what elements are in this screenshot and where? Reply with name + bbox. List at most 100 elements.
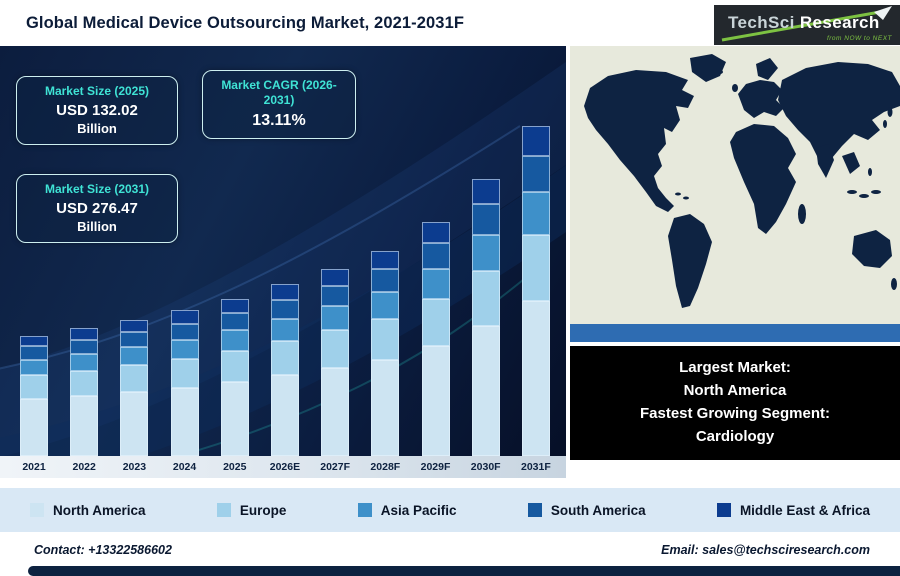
email-text: Email: sales@techsciresearch.com bbox=[661, 543, 870, 557]
bar-segment-south-america bbox=[20, 346, 48, 360]
bar-segment-asia-pacific bbox=[20, 359, 48, 376]
info-box-market-cagr: Market CAGR (2026-2031) 13.11% bbox=[202, 70, 356, 139]
logo-brand-primary: TechSci bbox=[728, 12, 795, 32]
bar-segment-asia-pacific bbox=[371, 291, 400, 319]
bar-segment-middle-east-africa bbox=[471, 179, 500, 205]
info-box-unit: Billion bbox=[77, 219, 117, 234]
legend-label: Middle East & Africa bbox=[739, 502, 870, 518]
bar-segment-north-america bbox=[321, 367, 350, 456]
bar-segment-asia-pacific bbox=[70, 353, 99, 371]
island-iceland bbox=[717, 70, 723, 74]
largest-market-label: Largest Market: bbox=[679, 359, 791, 376]
bar-segment-south-america bbox=[220, 312, 249, 330]
island-philippines bbox=[868, 168, 872, 176]
continent-africa bbox=[730, 124, 796, 234]
bar-segment-south-america bbox=[421, 243, 450, 269]
bar-column: 2031F bbox=[521, 126, 551, 478]
x-axis-label: 2025 bbox=[223, 461, 247, 473]
legend-row: North America Europe Asia Pacific South Ame… bbox=[0, 478, 900, 532]
bar-segment-south-america bbox=[371, 269, 400, 292]
island-uk bbox=[732, 84, 738, 92]
bar-segment-middle-east-africa bbox=[270, 284, 299, 300]
right-panel: Largest Market: North America Fastest Gr… bbox=[570, 46, 900, 478]
region-southeast-asia bbox=[842, 152, 860, 174]
bar-segment-south-america bbox=[170, 323, 199, 340]
bar-segment-middle-east-africa bbox=[70, 328, 99, 340]
bar-segment-asia-pacific bbox=[471, 234, 500, 271]
x-axis-label: 2022 bbox=[72, 461, 96, 473]
bar-segment-europe bbox=[120, 364, 149, 392]
legend-label: South America bbox=[550, 502, 646, 518]
x-axis-label: 2031F bbox=[520, 461, 551, 473]
bar-segment-south-america bbox=[521, 155, 550, 193]
island-indonesia bbox=[859, 194, 869, 198]
bar-column: 2026E bbox=[270, 284, 300, 478]
main-content: Market Size (2025) USD 132.02 Billion Ma… bbox=[0, 46, 900, 478]
island-indonesia bbox=[871, 190, 881, 194]
x-axis-label: 2021 bbox=[22, 461, 46, 473]
legend-swatch bbox=[216, 503, 231, 517]
bar-column: 2024 bbox=[170, 310, 199, 478]
bar-segment-north-america bbox=[471, 325, 500, 456]
bar-segment-europe bbox=[421, 299, 450, 347]
island-japan bbox=[887, 107, 893, 117]
x-axis-label: 2029F bbox=[420, 461, 451, 473]
island-indonesia bbox=[847, 190, 857, 194]
bar-segment-europe bbox=[20, 375, 48, 400]
info-box-value: USD 276.47 bbox=[56, 200, 138, 217]
bar-segment-north-america bbox=[70, 396, 99, 456]
bar-segment-north-america bbox=[421, 346, 450, 456]
fastest-segment-value: Cardiology bbox=[695, 428, 775, 445]
continent-north-america bbox=[584, 70, 694, 212]
continent-australia bbox=[852, 230, 892, 268]
bar-segment-europe bbox=[371, 318, 400, 360]
header: Global Medical Device Outsourcing Market… bbox=[0, 0, 900, 46]
info-box-label: Market CAGR (2026-2031) bbox=[221, 78, 337, 107]
bar-column: 2029F bbox=[421, 222, 450, 478]
bar-segment-europe bbox=[220, 350, 249, 382]
bar-segment-middle-east-africa bbox=[20, 335, 48, 347]
contact-text: Contact: +13322586602 bbox=[34, 543, 172, 557]
bar-segment-north-america bbox=[170, 387, 199, 456]
info-box-market-size-2025: Market Size (2025) USD 132.02 Billion bbox=[16, 76, 178, 145]
x-axis-label: 2026E bbox=[269, 461, 301, 473]
highlight-box: Largest Market: North America Fastest Gr… bbox=[570, 346, 900, 460]
island-caribbean bbox=[675, 192, 681, 196]
bar-segment-middle-east-africa bbox=[170, 310, 199, 324]
logo-arrow-icon bbox=[721, 5, 892, 41]
info-box-label: Market Size (2031) bbox=[44, 182, 150, 196]
bar-segment-europe bbox=[70, 370, 99, 396]
legend-item: Middle East & Africa bbox=[716, 502, 870, 518]
map-container bbox=[570, 46, 900, 342]
bar-segment-europe bbox=[521, 234, 550, 301]
fastest-segment-label: Fastest Growing Segment: bbox=[639, 405, 831, 422]
bar-segment-europe bbox=[270, 340, 299, 376]
region-scandinavia bbox=[756, 58, 778, 80]
x-axis-label: 2027F bbox=[320, 461, 351, 473]
bar-column: 2021 bbox=[20, 335, 48, 478]
island-madagascar bbox=[798, 204, 806, 224]
bar-column: 2023 bbox=[120, 319, 149, 478]
logo-brand-text: TechSci Research bbox=[728, 13, 880, 33]
legend-label: Europe bbox=[239, 502, 287, 518]
island-new-zealand bbox=[891, 278, 897, 290]
stacked-bar bbox=[220, 298, 249, 456]
x-axis-label: 2030F bbox=[470, 461, 501, 473]
x-axis-label: 2023 bbox=[122, 461, 147, 473]
bar-segment-south-america bbox=[270, 299, 299, 319]
bar-segment-north-america bbox=[521, 300, 550, 456]
chart-panel: Market Size (2025) USD 132.02 Billion Ma… bbox=[0, 46, 566, 478]
largest-market-value: North America bbox=[683, 382, 787, 399]
bar-segment-asia-pacific bbox=[170, 339, 199, 359]
stacked-bar bbox=[371, 250, 400, 456]
page-title: Global Medical Device Outsourcing Market… bbox=[26, 13, 465, 32]
logo-tagline: from NOW to NEXT bbox=[826, 34, 892, 42]
bar-segment-south-america bbox=[321, 285, 350, 307]
bar-segment-europe bbox=[321, 330, 350, 368]
bar-segment-asia-pacific bbox=[270, 318, 299, 341]
techsci-logo: TechSci Research from NOW to NEXT bbox=[714, 4, 900, 45]
map-continents bbox=[584, 54, 900, 308]
legend-item: Europe bbox=[216, 502, 287, 518]
stacked-bar bbox=[521, 126, 550, 456]
stacked-bar bbox=[270, 284, 299, 456]
